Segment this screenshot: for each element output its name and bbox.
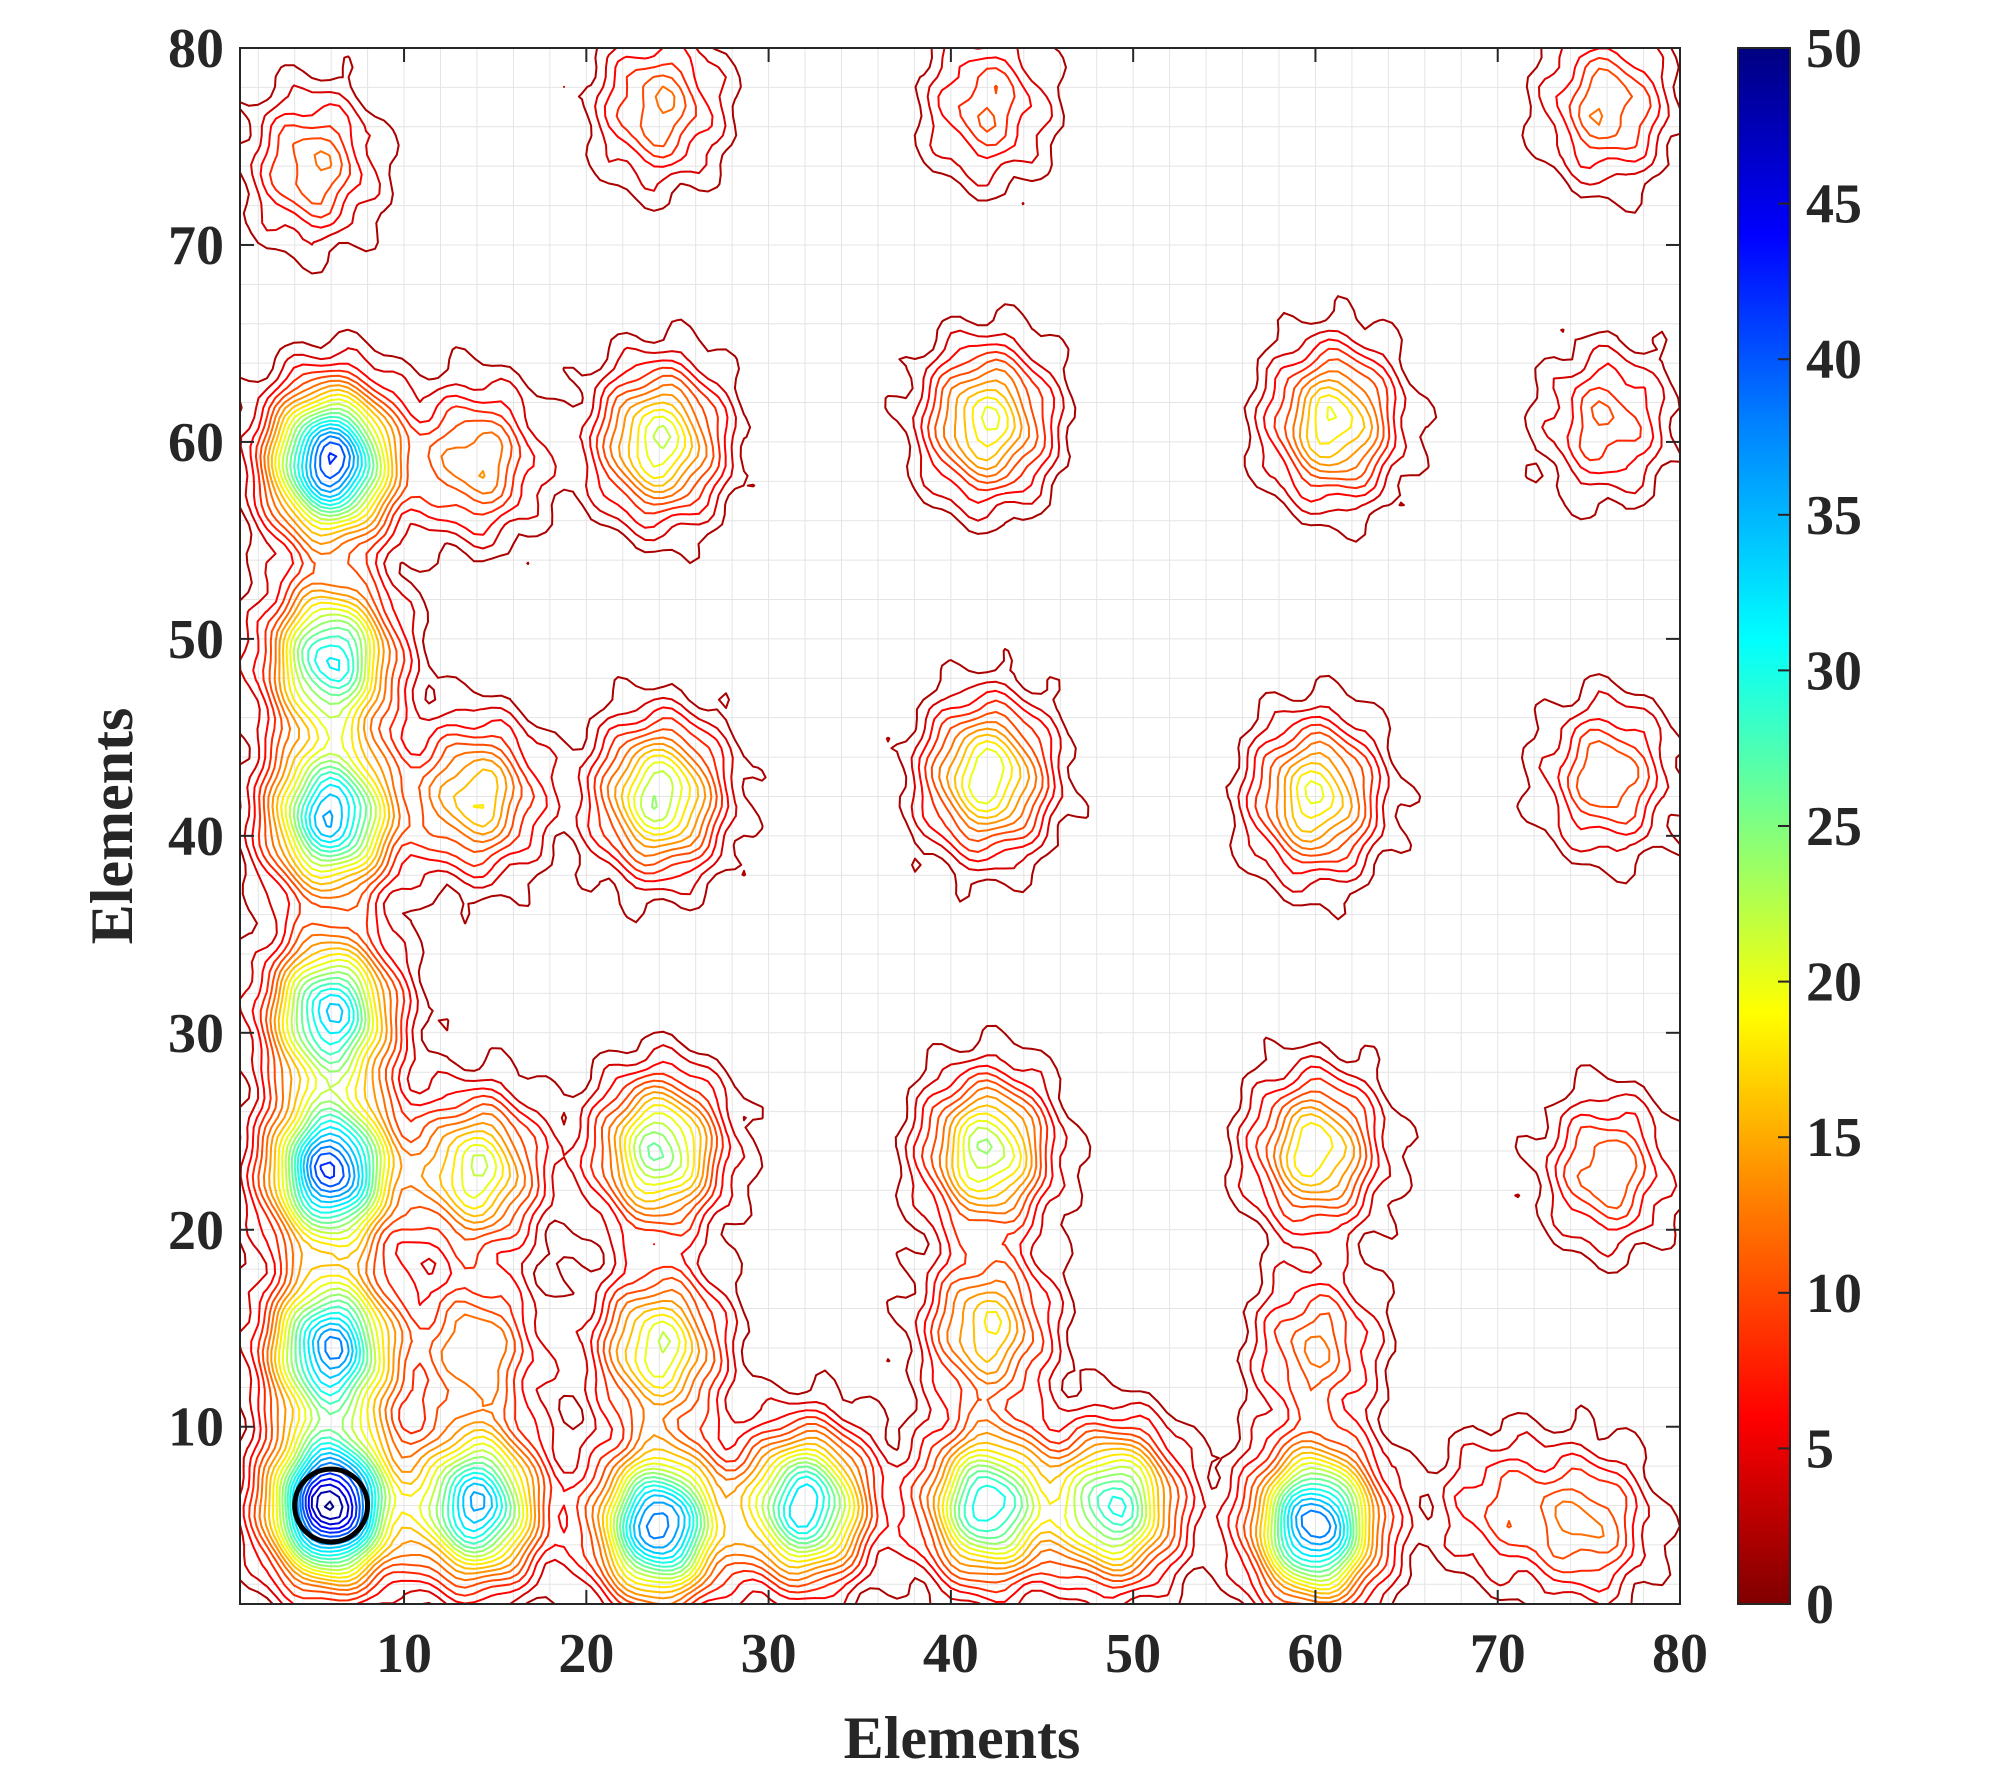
annotation xyxy=(292,1466,371,1545)
colorbar-tick-label: 50 xyxy=(1806,18,1862,80)
colorbar-tick-label: 25 xyxy=(1806,796,1862,858)
contour-lines xyxy=(240,48,1680,1604)
contour-level-42 xyxy=(304,452,358,1534)
colorbar-tick-label: 5 xyxy=(1806,1418,1834,1480)
x-tick-label: 50 xyxy=(1105,1623,1161,1685)
contour-level-18 xyxy=(272,393,1367,1591)
colorbar-tick-label: 35 xyxy=(1806,485,1862,547)
contour-level-22 xyxy=(278,402,1361,1582)
contour-level-10 xyxy=(253,67,1640,1604)
x-tick-label: 20 xyxy=(558,1623,614,1685)
contour-level-6 xyxy=(242,48,1661,1604)
colorbar: 0 5 10 15 20 25 30 35 40 45 50 xyxy=(1737,18,1862,1636)
contour-level-14 xyxy=(263,379,1375,1600)
x-tick-label: 70 xyxy=(1470,1623,1526,1685)
contour-level-30 xyxy=(289,419,1349,1564)
x-tick-label: 80 xyxy=(1652,1623,1708,1685)
contour-level-44 xyxy=(307,1477,354,1530)
y-tick-label: 40 xyxy=(168,806,224,868)
contour-level-48 xyxy=(315,1490,344,1521)
colorbar-tick-label: 20 xyxy=(1806,952,1862,1014)
contour-level-8 xyxy=(248,56,1652,1604)
highlight-circle xyxy=(292,1466,371,1545)
colorbar-tick-label: 40 xyxy=(1806,329,1862,391)
contour-level-2 xyxy=(240,48,1680,1604)
contour-level-26 xyxy=(284,412,1355,1573)
contour-level-34 xyxy=(294,427,1342,1555)
colorbar-tick-label: 10 xyxy=(1806,1263,1862,1325)
contour-level-16 xyxy=(268,386,1371,1595)
x-tick-label: 40 xyxy=(923,1623,979,1685)
contour-level-46 xyxy=(310,1483,350,1526)
contour-level-28 xyxy=(286,415,1352,1568)
y-axis-label: Elements xyxy=(79,708,145,945)
y-tick-label: 60 xyxy=(168,412,224,474)
y-tick-label: 80 xyxy=(168,18,224,80)
plot-area: 10 20 30 40 50 60 70 80 10 20 30 40 50 60 70 80 xyxy=(168,18,1708,1685)
y-tick-label: 20 xyxy=(168,1200,224,1262)
colorbar-tick-label: 15 xyxy=(1806,1107,1862,1169)
y-tick-label: 30 xyxy=(168,1003,224,1065)
colorbar-tick-label: 0 xyxy=(1806,1574,1834,1636)
grid xyxy=(240,48,1680,1604)
plot-frame xyxy=(239,47,1681,1605)
y-axis: 10 20 30 40 50 60 70 80 xyxy=(168,18,1680,1459)
y-tick-label: 70 xyxy=(168,215,224,277)
contour-level-12 xyxy=(258,85,1605,1604)
contour-level-20 xyxy=(275,398,1364,1587)
y-tick-label: 10 xyxy=(168,1397,224,1459)
colorbar-tick-label: 30 xyxy=(1806,640,1862,702)
contour-level-4 xyxy=(240,48,1678,1604)
x-tick-label: 10 xyxy=(376,1623,432,1685)
y-tick-label: 50 xyxy=(168,609,224,671)
contour-level-24 xyxy=(281,407,1358,1578)
x-tick-label: 30 xyxy=(741,1623,797,1685)
contour-level-50 xyxy=(323,1500,335,1511)
x-axis-label: Elements xyxy=(844,1705,1081,1771)
colorbar-tick-label: 45 xyxy=(1806,174,1862,236)
colorbar-ticks: 0 5 10 15 20 25 30 35 40 45 50 xyxy=(1778,18,1862,1636)
x-axis: 10 20 30 40 50 60 70 80 xyxy=(376,48,1708,1685)
x-tick-label: 60 xyxy=(1287,1623,1343,1685)
